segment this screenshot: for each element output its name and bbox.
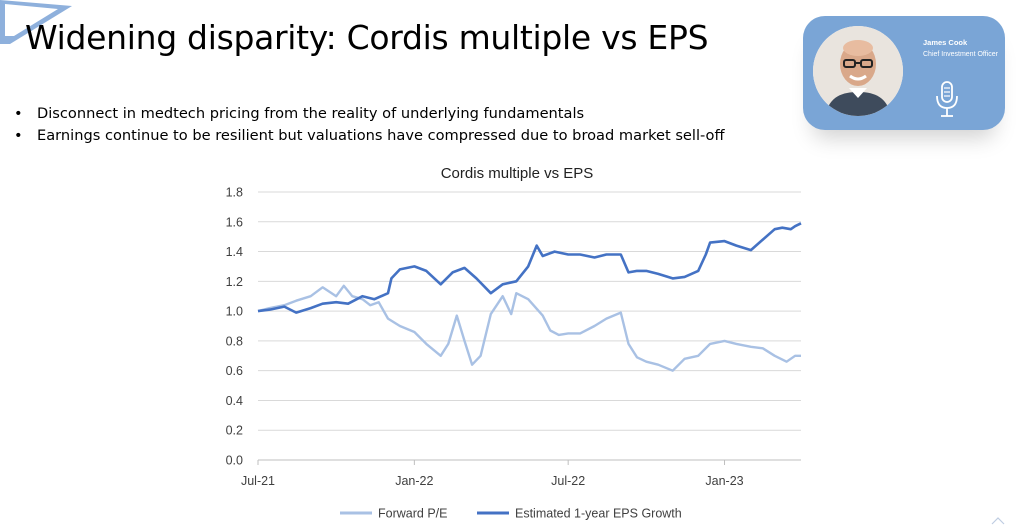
- y-tick-label: 1.2: [226, 275, 243, 289]
- y-tick-label: 0.8: [226, 334, 243, 348]
- y-tick-label: 0.4: [226, 394, 243, 408]
- series-line-eps-growth: [257, 222, 802, 314]
- x-tick-label: Jan-23: [705, 474, 743, 488]
- y-tick-label: 0.2: [226, 424, 243, 438]
- legend-label: Estimated 1-year EPS Growth: [515, 507, 682, 521]
- corner-accent-shape: [0, 0, 72, 44]
- y-axis: 0.0 0.2 0.4 0.6 0.8 1.0 1.2 1.4 1.6 1.8: [226, 186, 243, 468]
- legend-label: Forward P/E: [378, 507, 447, 521]
- presenter-photo: [813, 26, 903, 116]
- bullet-list: • Disconnect in medtech pricing from the …: [14, 103, 725, 147]
- x-tick-label: Jul-21: [241, 474, 275, 488]
- presenter-card: James Cook Chief Investment Officer: [803, 16, 1005, 130]
- presenter-role: Chief Investment Officer: [923, 51, 998, 58]
- y-tick-label: 0.6: [226, 364, 243, 378]
- slide-title: Widening disparity: Cordis multiple vs E…: [25, 18, 709, 57]
- bullet-item: • Earnings continue to be resilient but v…: [14, 127, 725, 144]
- x-tick-label: Jan-22: [395, 474, 433, 488]
- x-tick-label: Jul-22: [551, 474, 585, 488]
- y-tick-label: 1.4: [226, 245, 243, 259]
- presenter-name: James Cook: [923, 38, 968, 47]
- slide-nav-icon: [991, 517, 1005, 525]
- series-line-forward-pe: [257, 284, 801, 372]
- y-tick-label: 0.0: [226, 454, 243, 468]
- y-tick-label: 1.8: [226, 186, 243, 200]
- chart-series: [257, 222, 802, 372]
- x-axis: Jul-21 Jan-22 Jul-22 Jan-23: [241, 459, 801, 488]
- bullet-text: Earnings continue to be resilient but va…: [37, 127, 725, 144]
- chart-legend: Forward P/E Estimated 1-year EPS Growth: [340, 507, 682, 521]
- y-tick-label: 1.6: [226, 215, 243, 229]
- microphone-icon: [936, 81, 958, 117]
- chart-gridlines: [258, 191, 801, 461]
- y-tick-label: 1.0: [226, 305, 243, 319]
- bullet-text: Disconnect in medtech pricing from the r…: [37, 105, 585, 122]
- bullet-item: • Disconnect in medtech pricing from the …: [14, 105, 585, 122]
- chart-title: Cordis multiple vs EPS: [441, 165, 594, 182]
- presenter-avatar: [813, 26, 903, 116]
